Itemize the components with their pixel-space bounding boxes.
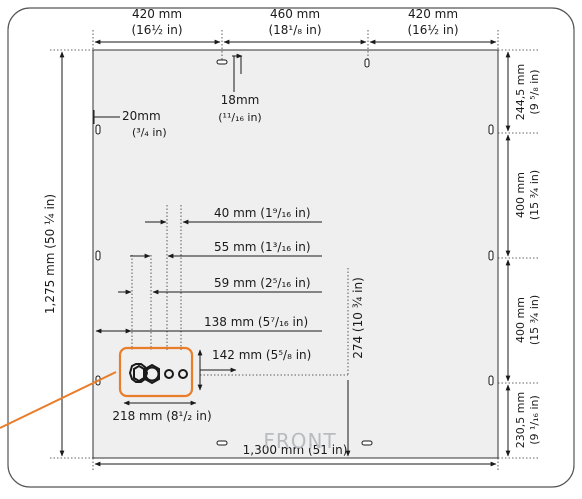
right-upper-mm: 400 mm [514, 172, 527, 218]
hole-dim-142: 142 mm (5⁵/₈ in) [212, 348, 311, 362]
right-lower-in: (15 ¾ in) [528, 295, 541, 345]
front-label: FRONT [263, 429, 336, 453]
mounting-slots [95, 58, 494, 386]
right-top-in: (9 ⁵/₈ in) [528, 69, 541, 114]
group-width-label: 218 mm (8¹/₂ in) [112, 409, 211, 423]
right-upper-in: (15 ¾ in) [528, 170, 541, 220]
slot-offset-in: (¹¹/₁₆ in) [218, 111, 261, 124]
back-panel [92, 49, 499, 459]
right-lower-mm: 400 mm [514, 297, 527, 343]
right-bottom-mm: 230,5 mm [514, 392, 527, 448]
top-middle-in: (18¹/₈ in) [268, 23, 321, 37]
edge-offset-mm: 20mm [122, 109, 161, 123]
top-left-mm: 420 mm [132, 7, 182, 21]
vertical-274-label: 274 (10 ¾ in) [351, 277, 365, 359]
extension-lines [50, 30, 540, 470]
hole-group-highlight [118, 346, 194, 398]
hole-dim-138: 138 mm (5⁷/₁₆ in) [204, 315, 308, 329]
top-left-in: (16½ in) [131, 23, 182, 37]
hole-dimension-lines [95, 219, 322, 373]
top-right-mm: 420 mm [408, 7, 458, 21]
horizontal-slots [216, 59, 373, 446]
top-right-in: (16½ in) [407, 23, 458, 37]
hole-dim-40: 40 mm (1⁹/₁₆ in) [214, 206, 311, 220]
left-height-label: 1,275 mm (50 ¼ in) [43, 194, 57, 314]
highlight-leader-line [0, 371, 117, 429]
cable-holes [128, 363, 188, 385]
right-top-mm: 244,5 mm [514, 64, 527, 120]
slot-offset-mm: 18mm [221, 93, 260, 107]
hole-dim-59: 59 mm (2⁵/₁₆ in) [214, 276, 311, 290]
bottom-width-label: 1,300 mm (51 in) [243, 443, 348, 457]
right-bottom-in: (9 ¹/₁₆ in) [528, 395, 541, 445]
edge-offset-in: (³/₄ in) [132, 126, 167, 139]
hole-dim-55: 55 mm (1³/₁₆ in) [214, 240, 311, 254]
top-middle-mm: 460 mm [270, 7, 320, 21]
